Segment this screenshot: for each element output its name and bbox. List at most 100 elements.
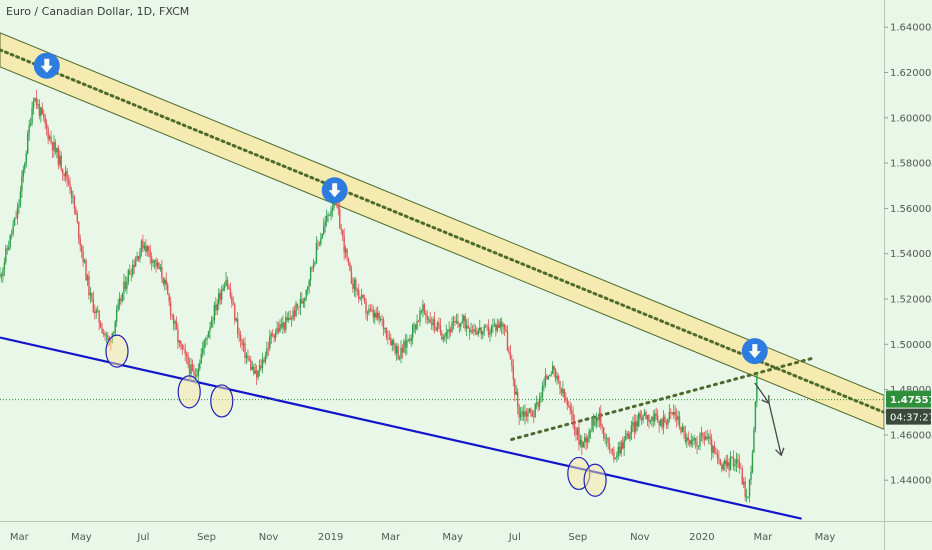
candle-body xyxy=(280,324,283,328)
candle-body xyxy=(563,389,566,398)
candle-body xyxy=(521,411,523,415)
candle xyxy=(516,388,519,415)
candle-body xyxy=(394,344,396,354)
candle xyxy=(673,404,675,419)
candle-body xyxy=(150,257,153,264)
candle-body xyxy=(107,335,109,341)
candle xyxy=(158,262,160,270)
candle-body xyxy=(490,326,493,333)
candle-body xyxy=(608,443,611,450)
candle xyxy=(627,430,630,440)
candle xyxy=(498,319,500,329)
x-tick-label: Nov xyxy=(259,532,279,543)
candle-body xyxy=(134,261,137,267)
candle-body xyxy=(3,262,6,270)
candle xyxy=(454,316,456,327)
candle xyxy=(375,307,377,321)
candle-body xyxy=(516,391,519,407)
candle-body xyxy=(455,320,458,323)
candle xyxy=(487,319,490,338)
candle xyxy=(219,289,221,305)
candle-body xyxy=(340,228,342,231)
candle-body xyxy=(528,408,531,413)
candle xyxy=(62,168,64,181)
candle xyxy=(140,239,143,257)
candle-body xyxy=(684,431,687,442)
candle-body xyxy=(78,221,80,239)
candle xyxy=(63,173,65,181)
candle-body xyxy=(611,449,614,453)
candle xyxy=(629,431,631,442)
candle xyxy=(684,425,687,445)
candle xyxy=(185,351,188,364)
candle-body xyxy=(10,233,13,235)
candle xyxy=(0,272,3,283)
candle xyxy=(228,284,230,290)
candle-body xyxy=(159,267,162,270)
candle-body xyxy=(153,259,156,262)
candle-body xyxy=(460,322,462,327)
candle xyxy=(445,324,447,344)
candle xyxy=(406,334,408,355)
candle-body xyxy=(426,315,428,320)
candle xyxy=(715,447,717,455)
candle-body xyxy=(28,125,30,134)
candle-body xyxy=(614,457,617,460)
candle xyxy=(476,327,478,336)
candle xyxy=(365,298,367,320)
candle xyxy=(600,404,602,430)
candle xyxy=(603,426,605,442)
candle xyxy=(671,412,673,416)
candle-body xyxy=(35,97,38,106)
candle-body xyxy=(530,408,532,412)
candle-body xyxy=(452,321,455,323)
candle xyxy=(80,243,83,259)
candle xyxy=(636,414,638,432)
candle xyxy=(48,134,51,142)
candle xyxy=(640,410,643,426)
candle-body xyxy=(503,324,506,330)
candle-body xyxy=(162,277,165,284)
candle xyxy=(610,448,612,455)
candle xyxy=(50,130,52,145)
candle-body xyxy=(223,285,226,289)
candle-body xyxy=(37,104,39,106)
candle xyxy=(696,435,698,454)
candle xyxy=(197,363,200,383)
candle xyxy=(236,311,239,339)
candle xyxy=(67,174,70,187)
candle-body xyxy=(105,335,108,337)
candle-body xyxy=(296,303,299,307)
candle xyxy=(29,117,32,127)
candle xyxy=(573,414,576,437)
candle-body xyxy=(496,324,498,331)
candle xyxy=(414,324,417,335)
candle xyxy=(458,322,461,334)
candle xyxy=(92,291,95,314)
candle-body xyxy=(570,410,573,414)
candle-body xyxy=(101,327,103,333)
candle xyxy=(201,341,204,358)
candle xyxy=(683,425,685,439)
x-tick-label: Jul xyxy=(136,532,149,543)
candle xyxy=(279,319,281,334)
candle-body xyxy=(199,363,201,369)
candle-body xyxy=(19,191,22,206)
candle-body xyxy=(595,416,598,423)
candle xyxy=(624,429,627,442)
candle xyxy=(595,412,598,429)
candle-body xyxy=(468,328,471,333)
candle xyxy=(586,435,589,449)
candle xyxy=(689,439,691,448)
candle-body xyxy=(457,320,459,325)
candle-body xyxy=(560,388,563,394)
candle-body xyxy=(512,365,515,380)
channel-midline xyxy=(0,48,886,414)
candle-body xyxy=(645,412,647,420)
candle-body xyxy=(639,413,641,418)
candle xyxy=(702,432,704,444)
candle-body xyxy=(376,312,379,318)
candle-body xyxy=(754,401,757,430)
candle xyxy=(620,439,622,457)
y-tick-label: 1.64000 xyxy=(890,23,931,34)
